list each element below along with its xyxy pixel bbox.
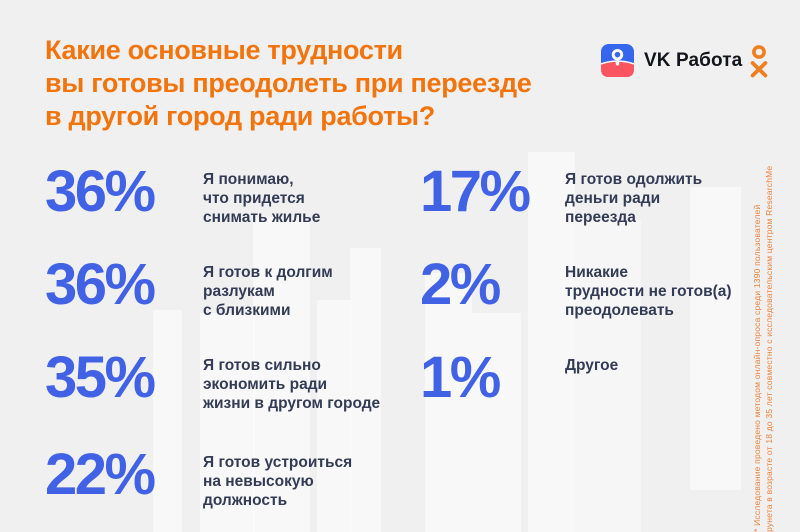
building-silhouette	[153, 310, 182, 532]
methodology-footnote: * Исследование проведено методом онлайн-…	[752, 142, 776, 532]
title-line-1: Какие основные трудности	[45, 35, 403, 65]
building-silhouette	[200, 313, 255, 532]
page-title: Какие основные трудности вы готовы преод…	[45, 34, 532, 133]
footnote-line-2: рунета в возрасте от 18 до 35 лет совмес…	[763, 165, 774, 532]
stat-no-difficulties: 2% Никакие трудности не готов(а) преодол…	[420, 256, 760, 336]
stat-value: 17%	[420, 159, 531, 224]
building-silhouette	[690, 187, 741, 490]
vk-rabota-label: VK Работа	[644, 49, 743, 71]
stat-label: Я понимаю, что придется снимать жилье	[203, 171, 321, 226]
stat-value: 36%	[45, 252, 156, 317]
stat-value: 2%	[420, 252, 501, 317]
vk-rabota-logo: VK Работа	[601, 44, 742, 77]
stat-borrow-money: 17% Я готов одолжить деньги ради переезд…	[420, 163, 760, 243]
stat-label: Я готов устроиться на невысокую должност…	[203, 454, 353, 509]
stat-value: 36%	[45, 159, 156, 224]
building-silhouette	[528, 152, 575, 532]
stat-label: Я готов сильно экономить ради жизни в др…	[203, 357, 381, 412]
building-silhouette	[425, 273, 472, 532]
odnoklassniki-icon	[750, 45, 768, 78]
stat-save-money: 35% Я готов сильно экономить ради жизни …	[45, 349, 405, 429]
stat-long-separation: 36% Я готов к долгим разлукам с близкими	[45, 256, 405, 336]
footnote-line-1: * Исследование проведено методом онлайн-…	[752, 204, 762, 532]
stat-label: Я готов одолжить деньги ради переезда	[565, 171, 703, 226]
building-silhouette	[575, 220, 641, 532]
building-silhouette	[317, 300, 351, 532]
stat-value: 35%	[45, 345, 156, 410]
stat-label: Я готов к долгим разлукам с близкими	[203, 264, 333, 319]
title-line-3: в другой город ради работы?	[45, 101, 435, 131]
building-silhouette	[253, 217, 310, 532]
briefcase-icon	[601, 44, 634, 77]
stat-rent-housing: 36% Я понимаю, что придется снимать жиль…	[45, 163, 405, 243]
stat-value: 1%	[420, 345, 501, 410]
title-line-2: вы готовы преодолеть при переезде	[45, 68, 532, 98]
stat-value: 22%	[45, 442, 156, 507]
stat-lower-position: 22% Я готов устроиться на невысокую долж…	[45, 446, 405, 526]
building-silhouette	[350, 248, 381, 532]
stat-other: 1% Другое	[420, 349, 760, 429]
building-silhouette	[472, 313, 521, 532]
stat-label: Никакие трудности не готов(а) преодолева…	[565, 264, 732, 319]
stat-label: Другое	[565, 357, 619, 374]
